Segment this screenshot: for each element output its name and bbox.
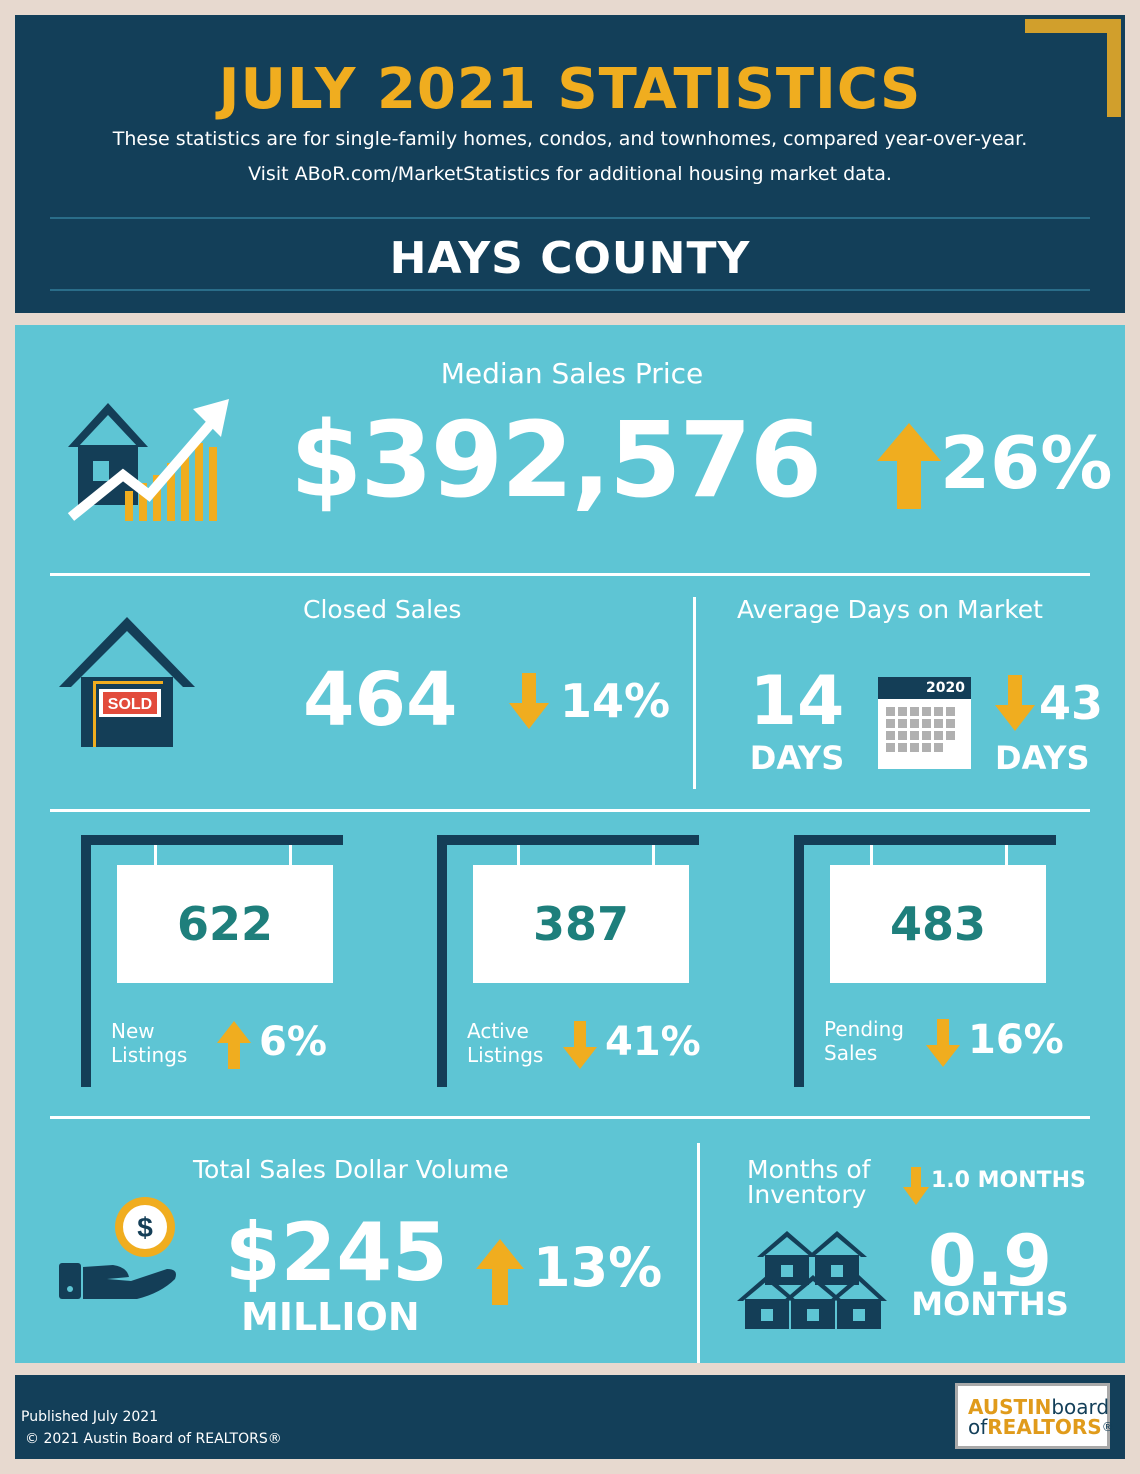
active-listings-label-1: Active [467, 1019, 529, 1043]
houses-icon [737, 1231, 887, 1329]
footer: Published July 2021 © 2021 Austin Board … [15, 1375, 1125, 1459]
header-divider-bottom [50, 289, 1090, 291]
header-divider-top [50, 217, 1090, 219]
sign-post [81, 835, 91, 1087]
stats-panel: Median Sales Price $392,576 26% Closed S… [15, 325, 1125, 1363]
house-growth-icon [67, 399, 229, 521]
subtitle-line-2: Visit ABoR.com/MarketStatistics for addi… [248, 163, 892, 185]
sign-post [794, 835, 804, 1087]
days-on-market-change-unit: DAYS [995, 739, 1090, 777]
days-on-market-value: 14 [749, 662, 845, 741]
inventory-value: 0.9 [927, 1220, 1052, 1302]
pending-sales-sign: 483 Pending Sales 16% [794, 835, 1064, 1105]
inventory-unit: MONTHS [911, 1285, 1069, 1323]
published-date: Published July 2021 [21, 1409, 159, 1425]
header-banner: JULY 2021 STATISTICS These statistics ar… [15, 15, 1125, 313]
logo-reg: ® [1101, 1420, 1114, 1434]
section-divider [50, 573, 1090, 576]
total-volume-value: $245 [225, 1206, 448, 1299]
median-price-label: Median Sales Price [440, 357, 704, 390]
arrow-up-icon [476, 1239, 524, 1305]
new-listings-label-2: Listings [111, 1043, 188, 1067]
days-on-market-change: 43 [1039, 676, 1104, 730]
corner-accent-vertical [1107, 19, 1121, 117]
sign-arm [437, 835, 699, 845]
arrow-down-icon [995, 675, 1035, 731]
copyright: © 2021 Austin Board of REALTORS® [25, 1431, 282, 1447]
pending-sales-change: 16% [968, 1017, 1064, 1063]
pending-sales-label-1: Pending [824, 1017, 904, 1041]
section-divider [50, 1116, 1090, 1119]
sold-house-icon: SOLD [59, 617, 195, 747]
logo-realtors: REALTORS [987, 1415, 1102, 1439]
inventory-label-2: Inventory [747, 1180, 867, 1209]
corner-accent [1025, 19, 1121, 33]
calendar-grid [886, 707, 955, 752]
active-listings-change: 41% [605, 1019, 701, 1065]
total-volume-change: 13% [533, 1236, 663, 1299]
closed-sales-label: Closed Sales [303, 595, 462, 624]
arrow-down-icon [903, 1167, 929, 1205]
vertical-divider [697, 1143, 700, 1363]
subtitle-line-1: These statistics are for single-family h… [112, 128, 1028, 150]
page-title: JULY 2021 STATISTICS [218, 57, 922, 122]
median-price-change: 26% [940, 421, 1113, 505]
closed-sales-change: 14% [560, 674, 671, 728]
abor-logo: AUSTINboard ofREALTORS® [955, 1383, 1114, 1449]
section-divider [50, 809, 1090, 812]
active-listings-sign: 387 Active Listings 41% [437, 835, 707, 1105]
new-listings-change: 6% [259, 1019, 327, 1065]
sold-sign-text: SOLD [108, 696, 152, 713]
logo-austin: AUSTIN [968, 1395, 1052, 1419]
logo-board: board [1051, 1395, 1110, 1419]
coin-symbol: $ [137, 1212, 153, 1243]
calendar-year: 2020 [926, 680, 965, 696]
logo-of: of [968, 1415, 988, 1439]
arrow-down-icon [509, 673, 549, 729]
days-on-market-label: Average Days on Market [737, 595, 1043, 624]
inventory-label-1: Months of [747, 1155, 871, 1184]
sign-arm [794, 835, 1056, 845]
pending-sales-label-2: Sales [824, 1041, 878, 1065]
total-volume-label: Total Sales Dollar Volume [193, 1155, 509, 1184]
new-listings-value: 622 [117, 865, 333, 983]
calendar-icon: 2020 [878, 677, 971, 769]
money-hand-icon: $ [59, 1197, 176, 1299]
arrow-up-icon [217, 1021, 251, 1069]
arrow-up-icon [877, 423, 941, 509]
sign-arm [81, 835, 343, 845]
active-listings-value: 387 [473, 865, 689, 983]
arrow-down-icon [563, 1021, 597, 1069]
inventory-change: 1.0 MONTHS [931, 1168, 1086, 1193]
arrow-down-icon [926, 1019, 960, 1067]
county-name: HAYS COUNTY [389, 233, 751, 284]
closed-sales-value: 464 [303, 657, 458, 743]
new-listings-label-1: New [111, 1019, 155, 1043]
days-on-market-unit: DAYS [749, 739, 845, 777]
sign-post [437, 835, 447, 1087]
new-listings-sign: 622 New Listings 6% [81, 835, 351, 1105]
pending-sales-value: 483 [830, 865, 1046, 983]
total-volume-unit: MILLION [241, 1295, 420, 1339]
vertical-divider [693, 597, 696, 789]
median-price-value: $392,576 [290, 399, 822, 521]
active-listings-label-2: Listings [467, 1043, 544, 1067]
